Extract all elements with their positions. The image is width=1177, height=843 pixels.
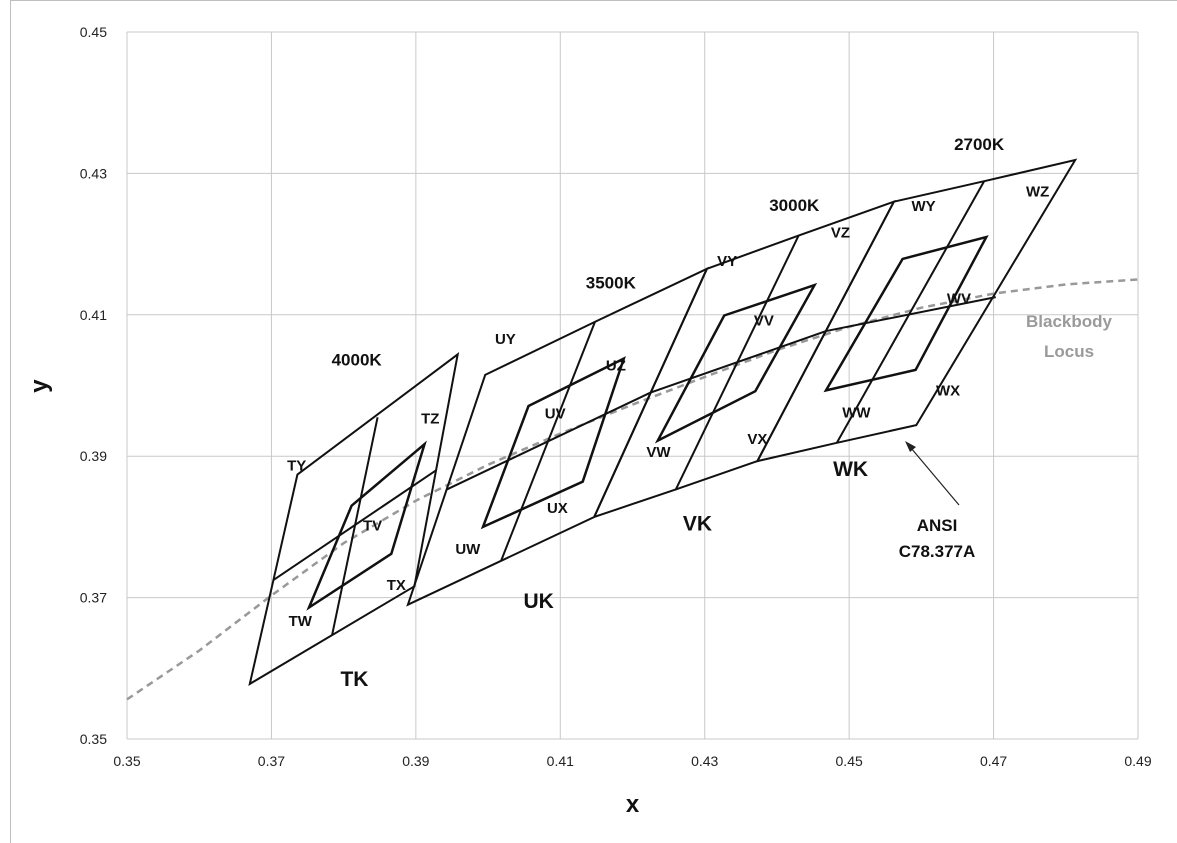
subdivision-line [273, 469, 437, 581]
y-tick-label: 0.39 [80, 448, 107, 464]
x-tick-label: 0.39 [402, 753, 429, 769]
x-tick-label: 0.45 [836, 753, 863, 769]
subdivision-line [650, 330, 827, 394]
zone-label: WX [936, 382, 960, 399]
cct-label: 4000K [332, 351, 383, 370]
y-axis-title: y [26, 379, 53, 393]
zone-label: WW [842, 404, 871, 421]
zone-label: WV [947, 290, 971, 307]
zone-label: TV [363, 517, 382, 534]
subdivision-line [825, 296, 996, 333]
cct-label: 2700K [954, 135, 1005, 154]
ansi-label-line1: ANSI [917, 516, 958, 535]
blackbody-locus-label-line1: Blackbody [1026, 312, 1113, 331]
zone-label: UV [545, 406, 566, 423]
x-tick-label: 0.43 [691, 753, 718, 769]
zone-label: VV [754, 312, 774, 329]
x-axis-title: x [626, 791, 640, 818]
ansi-quadrangle [248, 352, 460, 686]
blackbody-locus-curve [126, 278, 1139, 701]
y-tick-label: 0.43 [80, 165, 107, 181]
ansi-label-line2: C78.377A [899, 542, 976, 561]
x-tick-label: 0.37 [258, 753, 285, 769]
zone-label: UW [455, 541, 481, 558]
y-tick-label: 0.45 [80, 24, 107, 40]
cct-label: 3000K [769, 196, 820, 215]
center-quadrangle [823, 235, 989, 393]
ansi-arrow [910, 447, 960, 506]
zone-label: VX [747, 431, 767, 448]
zone-label: TZ [421, 411, 439, 428]
y-tick-label: 0.35 [80, 731, 107, 747]
group-label: WK [833, 458, 868, 481]
zone-label: TW [289, 613, 313, 630]
cct-label: 3500K [586, 274, 637, 293]
y-tick-label: 0.37 [80, 590, 107, 606]
group-label: UK [523, 590, 553, 613]
zone-label: UY [495, 331, 516, 348]
subdivision-line [446, 391, 651, 491]
zone-label: VW [646, 444, 671, 461]
plot-area: TY TZ TV TW TX UY UZ UV UW UX VY VZ VV VW VX WY WZ WV WW WX… [126, 135, 1139, 701]
x-tick-label: 0.49 [1124, 753, 1151, 769]
zone-label: TY [287, 457, 306, 474]
center-quadrangle [654, 282, 818, 444]
center-quadrangle [306, 440, 427, 611]
subdivision-line [835, 180, 986, 444]
y-tick-label: 0.41 [80, 307, 107, 323]
ansi-arrow-head [905, 441, 916, 452]
center-quadrangle [480, 356, 626, 530]
blackbody-locus-label-line2: Locus [1044, 342, 1094, 361]
x-tick-label: 0.35 [113, 753, 140, 769]
x-tick-labels: 0.35 0.37 0.39 0.41 0.43 0.45 0.47 0.49 [113, 753, 1151, 769]
x-tick-label: 0.41 [547, 753, 574, 769]
group-label: VK [683, 512, 712, 535]
zone-label: TX [387, 577, 406, 594]
group-label: TK [340, 668, 368, 691]
y-tick-labels: 0.35 0.37 0.39 0.41 0.43 0.45 [80, 24, 107, 747]
zone-label: VY [717, 253, 737, 270]
zone-label: UZ [606, 358, 626, 375]
zone-label: WY [911, 198, 935, 215]
x-tick-label: 0.47 [980, 753, 1007, 769]
zone-label: WZ [1026, 184, 1049, 201]
zone-label: UX [547, 500, 568, 517]
zone-label: VZ [831, 225, 850, 242]
